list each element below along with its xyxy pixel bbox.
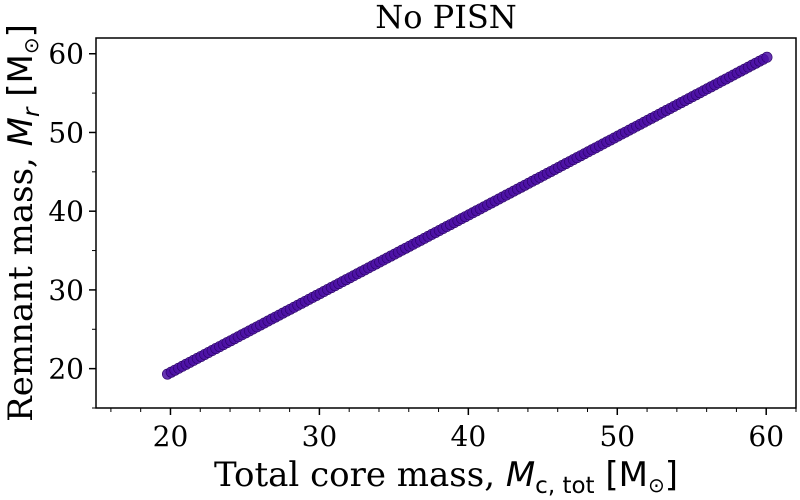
x-label-unit-sub: ⊙ (648, 473, 665, 497)
y-tick-label: 40 (48, 195, 84, 228)
x-label-prefix: Total core mass, (214, 455, 506, 495)
y-label-prefix: Remnant mass, (1, 146, 41, 422)
x-label-subscript: c, tot (535, 473, 594, 499)
y-label-subscript: r (19, 106, 45, 117)
y-label-unit-close: ] (1, 24, 41, 37)
chart-title: No PISN (375, 0, 517, 36)
y-label-symbol: M (1, 117, 41, 146)
x-tick-label: 40 (451, 420, 487, 453)
y-tick-label: 20 (48, 353, 84, 386)
y-tick-label: 30 (48, 274, 84, 307)
series-remnant (161, 51, 773, 380)
x-label-unit-close: ] (665, 455, 678, 495)
y-tick-label: 50 (48, 116, 84, 149)
x-tick-label: 30 (302, 420, 338, 453)
x-tick-label: 50 (599, 420, 635, 453)
plot-frame (95, 37, 797, 409)
data-points (161, 51, 773, 380)
x-axis: 20 30 40 50 60 (110, 408, 797, 453)
y-axis: 20 30 40 50 60 (48, 38, 96, 409)
x-label-symbol: M (506, 455, 535, 495)
y-label-unit-open: [M (1, 54, 41, 107)
data-point (761, 51, 773, 63)
x-label-unit-open: [M (595, 455, 648, 495)
x-axis-label: Total core mass, Mc, tot [M⊙] (214, 455, 678, 499)
x-tick-label: 20 (153, 420, 189, 453)
y-label-unit-sub: ⊙ (19, 37, 43, 54)
y-tick-label: 60 (48, 38, 84, 71)
x-tick-label: 60 (748, 420, 784, 453)
y-axis-label: Remnant mass, Mr [M⊙] (1, 24, 45, 422)
